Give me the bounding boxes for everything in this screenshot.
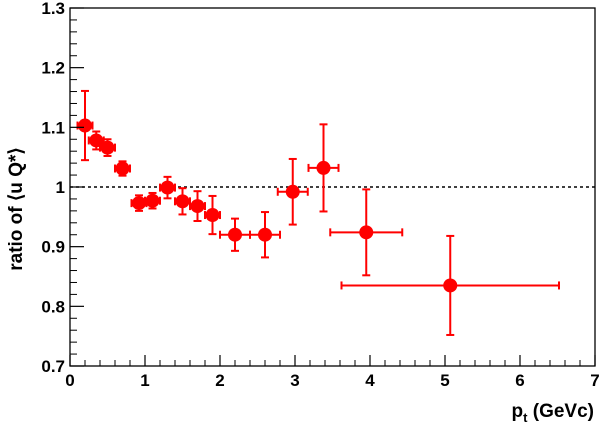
y-tick-label: 1.1 xyxy=(41,118,65,137)
data-point xyxy=(76,89,94,162)
x-tick-label: 4 xyxy=(365,371,375,390)
x-tick-label: 5 xyxy=(440,371,449,390)
x-tick-label: 7 xyxy=(590,371,599,390)
data-points-layer xyxy=(76,89,560,336)
data-marker xyxy=(258,227,272,242)
y-tick-label: 1.3 xyxy=(41,0,65,18)
data-marker xyxy=(316,160,331,175)
y-tick-label: 0.9 xyxy=(41,238,65,257)
x-tick-label: 0 xyxy=(65,371,74,390)
y-axis-title: ratio of ⟨u Q*⟩ xyxy=(6,147,27,271)
y-tick-label: 1 xyxy=(56,178,65,197)
data-point xyxy=(307,123,340,213)
data-point xyxy=(99,138,116,157)
data-point xyxy=(276,157,309,226)
x-tick-label: 1 xyxy=(140,371,149,390)
x-tick-label: 2 xyxy=(215,371,224,390)
tick-labels-layer: 0 1 2 3 4 5 6 7 0.7 0.8 0.9 1 1.1 1.2 1.3 xyxy=(41,0,599,390)
data-point xyxy=(144,191,161,210)
data-marker xyxy=(443,278,458,293)
data-marker xyxy=(205,208,220,223)
data-marker xyxy=(132,196,146,211)
x-axis-title: pt (GeVc) xyxy=(512,401,594,425)
data-point xyxy=(249,211,281,259)
data-point xyxy=(174,187,191,216)
data-marker xyxy=(285,184,300,199)
data-marker xyxy=(100,140,115,155)
data-marker xyxy=(115,161,130,176)
data-marker xyxy=(190,199,205,214)
data-point xyxy=(204,194,221,236)
y-tick-label: 1.2 xyxy=(41,59,65,78)
data-point xyxy=(329,188,404,277)
data-point xyxy=(114,160,131,177)
y-tick-label: 0.7 xyxy=(41,357,65,376)
x-axis-title-sub: t xyxy=(523,410,528,425)
data-point xyxy=(340,234,560,336)
x-axis-title-rest: (GeVc) xyxy=(527,401,594,422)
x-tick-label: 3 xyxy=(290,371,299,390)
data-marker xyxy=(160,180,175,195)
data-point xyxy=(189,190,206,223)
x-tick-label: 6 xyxy=(515,371,524,390)
data-marker xyxy=(228,227,242,242)
axes-layer xyxy=(69,7,596,367)
x-axis-title-main: p xyxy=(512,401,524,422)
data-marker xyxy=(78,118,92,133)
y-tick-label: 0.8 xyxy=(41,297,65,316)
data-marker xyxy=(145,193,160,208)
data-marker xyxy=(359,225,374,240)
data-point xyxy=(219,217,251,252)
data-point xyxy=(159,175,176,200)
data-marker xyxy=(175,194,190,209)
